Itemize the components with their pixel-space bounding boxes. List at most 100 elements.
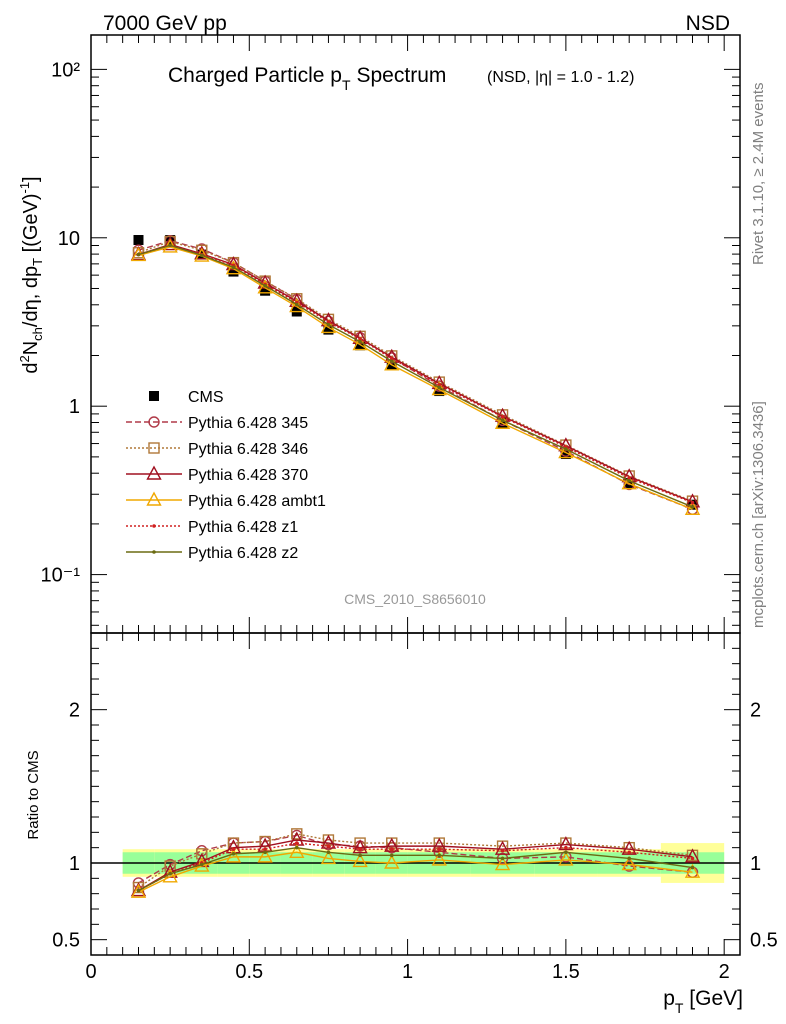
ratio-point-z1	[627, 850, 631, 855]
series-point-z2	[389, 359, 394, 364]
ratio-point-370	[621, 840, 637, 855]
series-line-370	[138, 243, 693, 503]
ratio-point-ambt1	[320, 849, 337, 865]
y-tick-label: 10²	[51, 59, 80, 81]
plot-title: Charged Particle pT Spectrum	[168, 64, 446, 93]
series-line-346	[138, 240, 693, 502]
ratio-point-z2	[564, 850, 568, 855]
header-left: 7000 GeV pp	[103, 12, 227, 35]
legend-label-z1: Pythia 6.428 z1	[188, 519, 298, 536]
cms-data-point	[560, 449, 571, 460]
ratio-point-370	[558, 836, 574, 851]
plot-title-sub: T	[342, 77, 351, 93]
ratio-point-z1	[690, 856, 695, 861]
ratio-tick-label-left: 1	[69, 853, 80, 875]
series-point-z1	[627, 476, 631, 480]
ratio-point-ambt1	[494, 856, 511, 871]
ratio-point-370	[320, 834, 337, 849]
analysis-watermark: CMS_2010_S8656010	[344, 591, 486, 607]
x-tick-label: 2	[719, 961, 730, 983]
legend-marker-ambt1	[146, 491, 162, 506]
ratio-point-z2	[500, 856, 505, 861]
ratio-point-ambt1	[558, 851, 574, 866]
series-point-z2	[358, 339, 362, 344]
ratio-plot-border	[90, 632, 741, 956]
ratio-plot-frame: 0 0.5 1 1.5 20.5 0.51 12 2	[52, 632, 778, 983]
legend-marker-cms	[149, 391, 159, 401]
x-tick-label: 0	[85, 961, 96, 983]
legend-marker-370	[146, 465, 162, 480]
ratio-tick-label-left: 0.5	[52, 930, 80, 952]
cms-data-point	[260, 285, 271, 296]
ratio-point-370	[431, 837, 447, 852]
ratio-point-ambt1	[621, 856, 637, 871]
ratio-point-ambt1	[684, 863, 701, 878]
ratio-line-370	[138, 839, 693, 892]
series-point-z2	[263, 283, 267, 288]
ratio-point-370	[684, 848, 701, 863]
ratio-tick-label-right: 1	[750, 853, 761, 875]
series-point-z2	[168, 243, 172, 248]
ratio-point-z2	[200, 862, 204, 867]
ratio-point-ambt1	[384, 854, 400, 869]
ratio-point-z2	[294, 845, 299, 850]
ratio-point-ambt1	[257, 848, 273, 863]
series-point-z1	[358, 337, 362, 341]
ratio-point-z1	[231, 847, 236, 851]
plot-title-suffix: Spectrum	[357, 64, 447, 87]
ratio-y-axis-label: Ratio to CMS	[25, 750, 42, 839]
ratio-point-z1	[263, 847, 267, 851]
main-plot-frame: 10⁻¹ 1 10 10²	[41, 34, 741, 955]
series-point-z2	[294, 302, 299, 307]
series-point-370	[194, 245, 210, 260]
main-plot-border	[90, 34, 741, 634]
ratio-point-345	[433, 846, 445, 858]
x-axis-label: pT [GeV]	[663, 987, 743, 1016]
ratio-point-ambt1	[352, 852, 368, 868]
series-point-z2	[136, 252, 141, 257]
cms-data-point	[323, 324, 334, 335]
ratio-tick-label-right: 2	[750, 700, 761, 722]
x-tick-label: 1	[402, 961, 413, 983]
ratio-point-370	[384, 837, 400, 852]
ratio-point-z2	[136, 888, 141, 893]
ratio-point-z2	[358, 853, 362, 858]
legend-label-cms: CMS	[188, 389, 224, 406]
series-point-z1	[326, 320, 331, 324]
ratio-point-z2	[326, 850, 331, 855]
legend-label-345: Pythia 6.428 345	[188, 415, 308, 432]
series-point-ambt1	[130, 246, 147, 262]
header-right: NSD	[686, 12, 730, 35]
legend-marker-z2	[152, 550, 156, 554]
ratio-tick-label-left: 2	[69, 700, 80, 722]
series-point-z1	[690, 500, 695, 505]
y-tick-label: 10⁻¹	[41, 565, 81, 587]
ratio-point-z2	[627, 856, 631, 861]
series-point-z1	[437, 382, 442, 387]
legend-marker-z1	[152, 524, 156, 528]
ratio-point-z2	[231, 852, 236, 856]
cms-data-point	[133, 235, 144, 246]
ratio-point-346	[291, 828, 303, 840]
ratio-tick-label-right: 0.5	[750, 930, 778, 952]
ratio-point-370	[352, 839, 368, 854]
ratio-point-370	[494, 840, 511, 855]
series-point-z2	[564, 447, 568, 451]
ratio-point-z1	[358, 847, 362, 851]
side-rivet-label: Rivet 3.1.10, ≥ 2.4M events	[750, 83, 767, 266]
legend-label-ambt1: Pythia 6.428 ambt1	[188, 493, 326, 510]
ratio-point-z2	[389, 853, 394, 858]
series-point-ambt1	[684, 500, 701, 515]
legend-marker-345	[148, 416, 160, 428]
series-point-z1	[500, 415, 505, 419]
ratio-line-ambt1	[138, 851, 693, 893]
series-point-ambt1	[225, 260, 242, 275]
series-point-z2	[627, 479, 631, 483]
series-point-ambt1	[289, 298, 305, 313]
ratio-point-ambt1	[289, 843, 305, 858]
side-mcplots-label: mcplots.cern.ch [arXiv:1306.3436]	[750, 401, 767, 628]
ratio-point-ambt1	[431, 851, 447, 866]
series-point-z1	[389, 356, 394, 361]
ratio-point-z2	[437, 853, 442, 858]
